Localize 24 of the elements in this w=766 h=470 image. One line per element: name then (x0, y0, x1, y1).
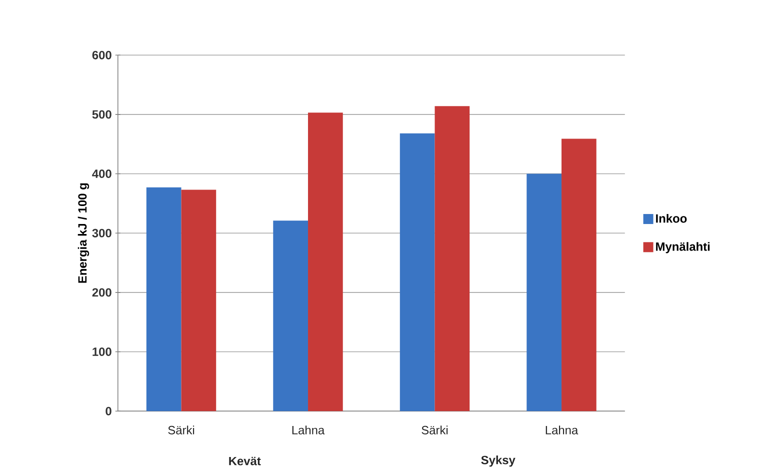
bar (400, 133, 435, 412)
bar (181, 190, 216, 412)
text: Kevät (229, 456, 261, 466)
x-tick-label: Lahna (546, 426, 578, 434)
y-tick-label: 600 (92, 50, 112, 60)
legend-label: Mynälahti (656, 242, 710, 254)
y-tick-label: 500 (92, 110, 112, 119)
y-tick-label: 0 (106, 406, 112, 416)
bar (562, 138, 596, 412)
text: Syksy (481, 456, 516, 467)
y-tick-label: 300 (92, 228, 112, 238)
x-tick-label: Lahna (292, 426, 325, 434)
x-tick-label: Särki (422, 426, 448, 434)
y-tick-label: 200 (92, 288, 112, 297)
y-tick-label: 100 (92, 348, 112, 356)
bar (526, 174, 562, 412)
y-tick-label: 400 (92, 170, 112, 178)
legend-label: Inkoo (656, 214, 687, 223)
x-tick-label: Särki (168, 426, 194, 434)
bar (434, 106, 470, 412)
bar (273, 220, 308, 412)
bar (146, 187, 182, 412)
bar (308, 112, 343, 412)
y-axis-title: Energia kJ / 100 g (78, 183, 90, 283)
